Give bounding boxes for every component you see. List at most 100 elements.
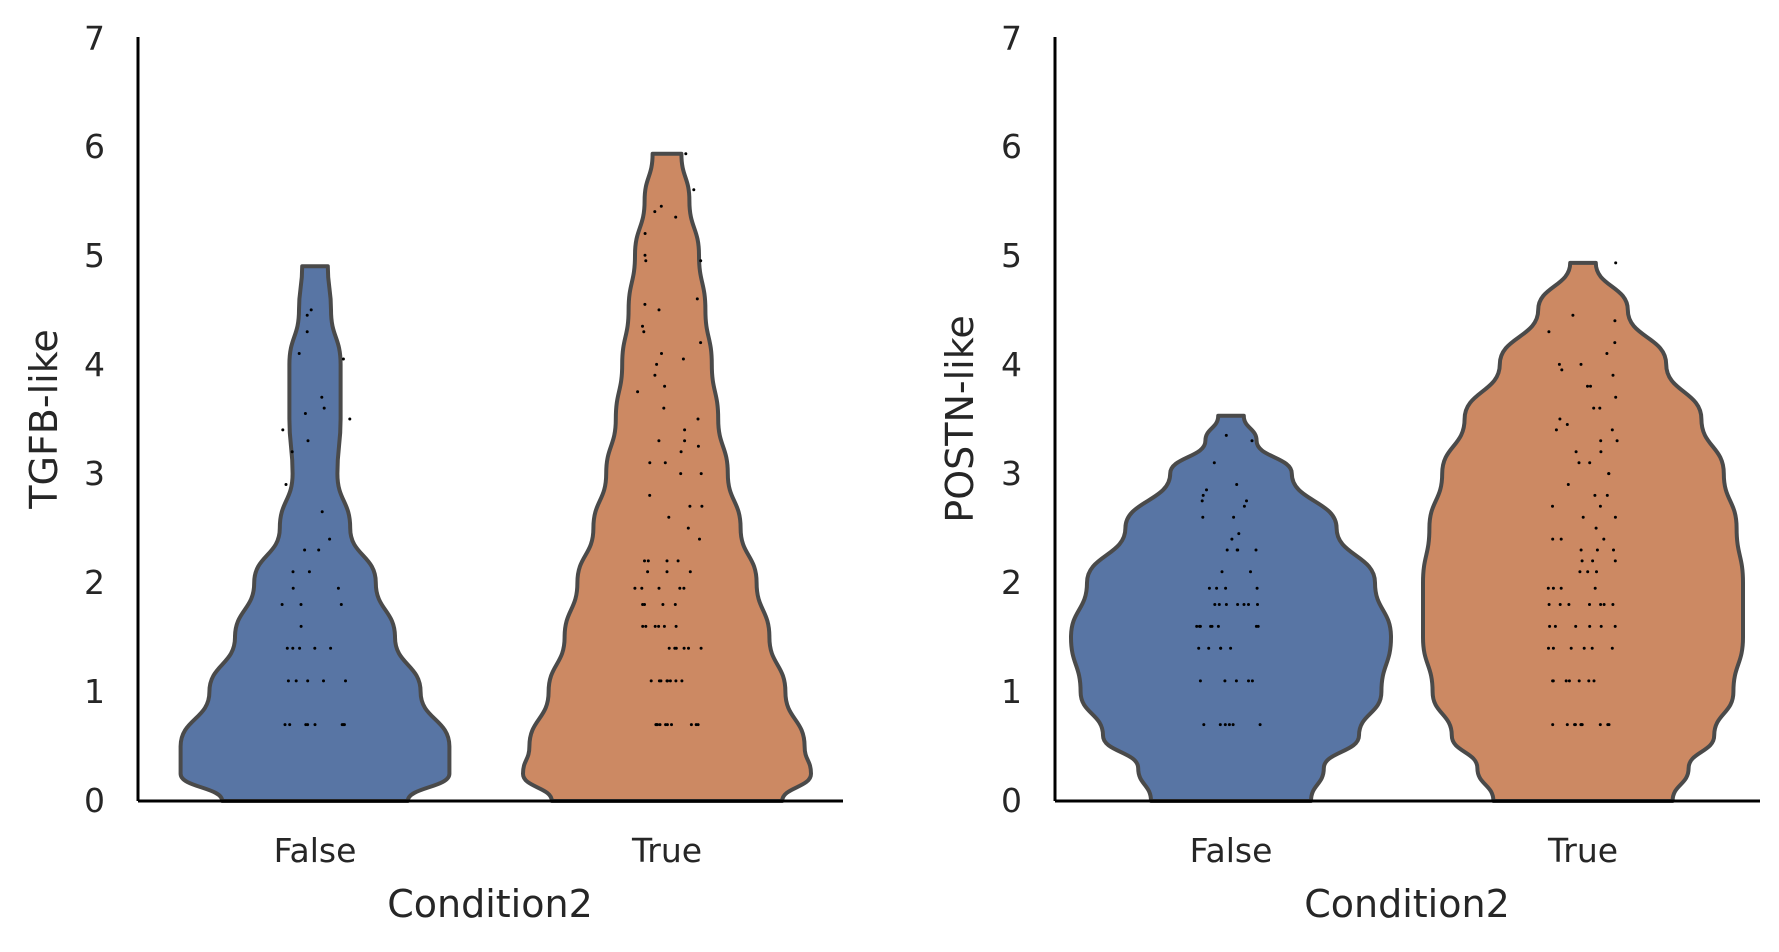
data-point (640, 586, 644, 590)
data-point (1579, 548, 1583, 552)
data-point (1574, 450, 1578, 454)
data-point (1223, 679, 1227, 683)
data-point (1577, 461, 1581, 465)
data-point (1201, 515, 1205, 519)
data-point (688, 570, 692, 574)
data-point (1224, 586, 1228, 590)
data-point (1245, 499, 1248, 503)
violin-true (1421, 260, 1745, 803)
data-point (1232, 515, 1236, 519)
data-point (1256, 624, 1260, 628)
data-point (305, 330, 309, 334)
data-point (341, 357, 345, 361)
data-point (683, 428, 687, 432)
x-axis-label: Condition2 (1304, 882, 1510, 926)
data-point (1213, 603, 1217, 606)
data-point (654, 723, 658, 727)
points-group (280, 152, 704, 727)
y-tick-label: 0 (1001, 781, 1022, 820)
y-tick-labels: 0 1 2 3 4 5 6 7 (1001, 19, 1022, 820)
data-point (665, 570, 669, 574)
y-tick-label: 1 (84, 672, 105, 711)
x-axis-label: Condition2 (387, 882, 593, 926)
data-point (1589, 384, 1592, 388)
data-point (686, 526, 690, 530)
data-point (665, 559, 669, 563)
points-group (1195, 261, 1619, 727)
data-point (1580, 559, 1584, 563)
data-point (1566, 483, 1570, 486)
data-point (1594, 526, 1598, 530)
data-point (1610, 428, 1614, 432)
data-point (309, 308, 313, 312)
data-point (1588, 461, 1592, 465)
data-point (1610, 646, 1614, 650)
data-point (1577, 679, 1581, 683)
data-point (328, 537, 332, 541)
data-point (663, 461, 667, 465)
data-point (1546, 586, 1550, 590)
data-point (1551, 646, 1555, 650)
y-tick-label: 7 (84, 19, 105, 58)
y-tick-label: 1 (1001, 672, 1022, 711)
data-point (1254, 548, 1258, 552)
data-point (700, 504, 704, 508)
data-point (696, 417, 700, 421)
data-point (644, 624, 648, 628)
data-point (339, 603, 343, 606)
data-point (699, 341, 703, 345)
data-point (1599, 603, 1603, 606)
data-point (313, 646, 317, 650)
data-point (1553, 624, 1557, 628)
violins-group (1069, 260, 1745, 803)
data-point (1547, 603, 1551, 606)
data-point (1611, 603, 1615, 606)
data-point (1598, 504, 1602, 508)
data-point (699, 259, 703, 263)
data-point (695, 297, 699, 301)
data-point (1588, 603, 1591, 606)
data-point (657, 586, 661, 590)
data-point (676, 559, 680, 563)
data-point (1548, 624, 1552, 628)
data-point (1236, 603, 1240, 606)
data-point (1565, 723, 1569, 727)
data-point (1567, 603, 1571, 606)
data-point (1573, 723, 1577, 727)
data-point (1198, 624, 1202, 628)
y-tick-label: 5 (84, 236, 105, 275)
data-point (290, 450, 294, 454)
violin-true (521, 151, 813, 803)
data-point (1586, 570, 1590, 574)
data-point (659, 204, 663, 208)
data-point (1198, 679, 1202, 683)
y-tick-label: 5 (1001, 236, 1022, 275)
data-point (1591, 559, 1595, 563)
data-point (649, 679, 653, 683)
data-point (653, 373, 657, 377)
data-point (1613, 341, 1617, 345)
data-point (288, 723, 292, 727)
data-point (1567, 679, 1571, 683)
data-point (665, 679, 669, 683)
data-point (679, 450, 683, 454)
data-point (1195, 624, 1199, 628)
data-point (1564, 679, 1568, 683)
x-tick-label-true: True (1547, 831, 1618, 870)
data-point (305, 313, 309, 317)
data-point (643, 253, 647, 257)
y-tick-label: 2 (84, 563, 105, 602)
data-point (1586, 384, 1589, 388)
data-point (1207, 586, 1211, 590)
data-point (1614, 395, 1618, 399)
data-point (643, 559, 646, 563)
data-point (673, 646, 677, 650)
data-point (1209, 624, 1213, 628)
data-point (696, 444, 700, 448)
data-point (1551, 723, 1555, 727)
data-point (320, 395, 324, 399)
data-point (687, 646, 690, 650)
data-point (643, 232, 647, 235)
y-tick-label: 3 (84, 454, 105, 493)
